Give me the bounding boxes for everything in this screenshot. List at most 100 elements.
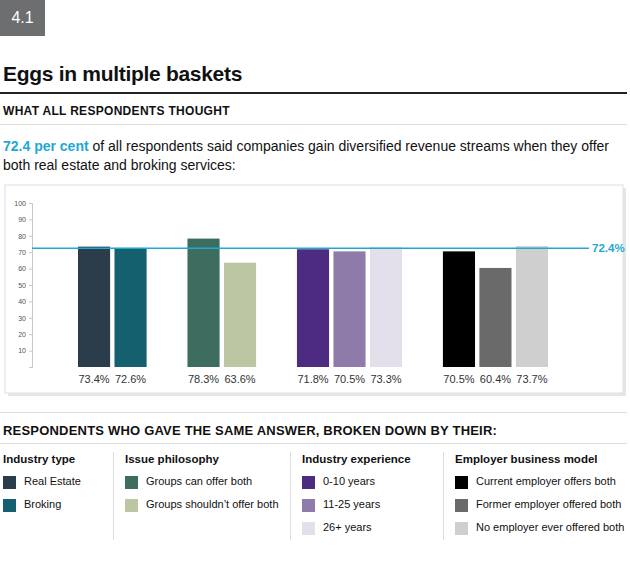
legend-swatch — [125, 476, 138, 489]
axis-line — [29, 204, 33, 368]
legend-item: Groups shouldn’t offer both — [125, 498, 219, 521]
tick-mark — [29, 219, 32, 220]
legend-swatch — [125, 499, 138, 512]
y-axis: 10 20 30 40 50 60 70 80 90 100 — [14, 200, 32, 368]
y-tick: 90 — [18, 216, 32, 223]
plot-area — [32, 239, 589, 367]
reference-label: 72.4% — [592, 242, 625, 254]
y-tick: 70 — [18, 249, 32, 256]
legend-swatch — [455, 522, 468, 535]
legend-item: No employer ever offered both — [455, 521, 598, 544]
bar — [333, 251, 365, 367]
data-label: 78.3% — [188, 373, 219, 385]
bar — [370, 247, 402, 367]
y-tick: 80 — [18, 233, 32, 240]
y-tick: 10 — [18, 347, 32, 354]
y-tick-label: 10 — [18, 347, 26, 354]
legend-divider — [290, 452, 291, 540]
legend-label: Current employer offers both — [476, 475, 616, 487]
tick-mark — [29, 334, 32, 335]
legend-label: No employer ever offered both — [476, 521, 624, 533]
legend-swatch — [302, 522, 315, 535]
legend-label: 26+ years — [323, 521, 372, 533]
data-label: 71.8% — [297, 373, 328, 385]
legend-label: Real Estate — [24, 475, 81, 487]
y-tick-label: 40 — [18, 298, 26, 305]
legend-group-title: Issue philosophy — [125, 453, 219, 475]
data-label: 63.6% — [224, 373, 255, 385]
bar — [443, 251, 475, 367]
y-tick: 60 — [18, 265, 32, 272]
data-label: 73.4% — [78, 373, 109, 385]
data-label: 70.5% — [443, 373, 474, 385]
bar — [479, 268, 511, 367]
chart: 10203040506070809010073.4%72.6%78.3%63.6… — [0, 180, 630, 400]
subtitle: 72.4 per centof all respondents said com… — [3, 137, 627, 175]
y-tick-label: 20 — [18, 331, 26, 338]
tick-mark — [29, 252, 32, 253]
bar — [187, 239, 219, 367]
data-label: 60.4% — [480, 373, 511, 385]
legend-divider — [113, 452, 114, 540]
y-tick: 30 — [18, 315, 32, 322]
data-label: 73.7% — [516, 373, 547, 385]
legend-swatch — [302, 499, 315, 512]
subtitle-highlight: 72.4 per cent — [3, 138, 89, 154]
data-label: 70.5% — [334, 373, 365, 385]
legend-label: 11-25 years — [323, 498, 380, 510]
legend-label: 0-10 years — [323, 475, 375, 487]
legend-rule — [0, 443, 627, 444]
tick-mark — [29, 269, 32, 270]
legend-title: RESPONDENTS WHO GAVE THE SAME ANSWER, BR… — [3, 423, 497, 438]
tick-mark — [29, 236, 32, 237]
legend-swatch — [302, 476, 315, 489]
legend-label: Groups can offer both — [146, 475, 252, 487]
y-tick-label: 90 — [18, 216, 26, 223]
legend-label: Groups shouldn’t offer both — [146, 498, 279, 510]
legend-item: 26+ years — [302, 521, 411, 544]
legend-item: Real Estate — [3, 475, 75, 498]
y-tick-label: 80 — [18, 233, 26, 240]
legend-swatch — [455, 476, 468, 489]
legend-swatch — [3, 499, 16, 512]
legend-swatch — [455, 499, 468, 512]
legend-item: Broking — [3, 498, 75, 521]
legend-item: 11-25 years — [302, 498, 411, 521]
data-label: 73.3% — [370, 373, 401, 385]
legend-item: Current employer offers both — [455, 475, 598, 498]
tick-mark — [29, 301, 32, 302]
legend-column: Industry experience0-10 years 11-25 years… — [302, 453, 411, 544]
legend-item: 0-10 years — [302, 475, 411, 498]
tick-mark — [29, 285, 32, 286]
legend-label: Former employer offered both — [476, 498, 621, 510]
y-tick-label: 50 — [18, 282, 26, 289]
title-rule — [0, 92, 627, 94]
y-tick-label: 60 — [18, 265, 26, 272]
y-tick: 40 — [18, 298, 32, 305]
bar — [78, 247, 110, 367]
title: Eggs in multiple baskets — [3, 62, 242, 86]
y-tick-label: 70 — [18, 249, 26, 256]
bar — [224, 263, 256, 367]
legend-item: Former employer offered both — [455, 498, 598, 521]
bar — [516, 246, 548, 367]
legend-group-title: Industry experience — [302, 453, 411, 475]
legend-item: Groups can offer both — [125, 475, 219, 498]
y-tick: 50 — [18, 282, 32, 289]
legend-swatch — [3, 476, 16, 489]
bar — [114, 248, 146, 367]
reference-line — [32, 248, 589, 250]
y-tick-label: 100 — [14, 200, 26, 207]
legend-group-title: Industry type — [3, 453, 75, 475]
section-rule — [0, 124, 627, 125]
legend-label: Broking — [24, 498, 61, 510]
subtitle-text: of all respondents said companies gain d… — [3, 138, 609, 173]
y-tick-label: 30 — [18, 315, 26, 322]
legend-divider — [443, 452, 444, 540]
legend-column: Issue philosophyGroups can offer bothGro… — [125, 453, 219, 521]
labels: 73.4%72.6%78.3%63.6%71.8%70.5%73.3%70.5%… — [78, 242, 624, 385]
legend-group-title: Employer business model — [455, 453, 598, 475]
y-tick: 20 — [18, 331, 32, 338]
legend-column: Industry typeReal EstateBroking — [3, 453, 75, 521]
badge: 4.1 — [0, 0, 45, 36]
